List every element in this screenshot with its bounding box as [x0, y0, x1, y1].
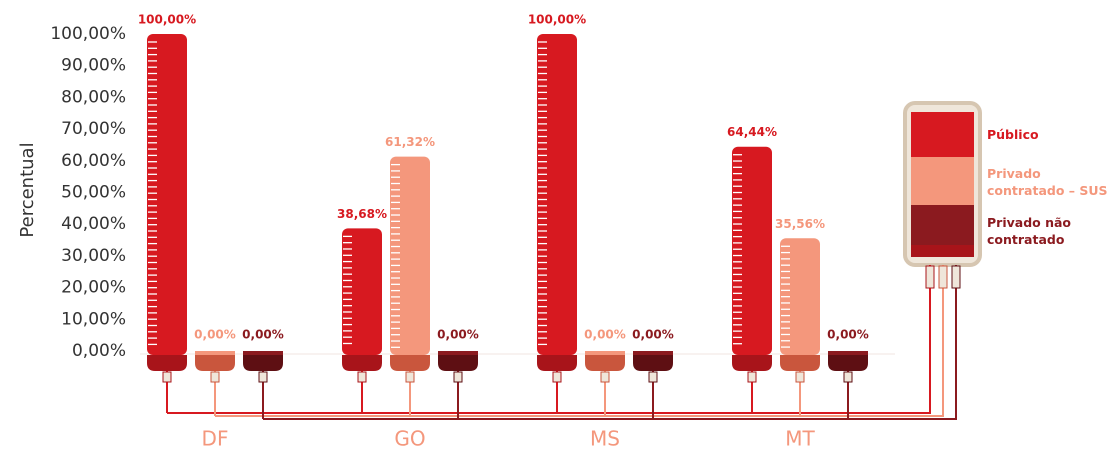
y-tick-label: 90,00%	[61, 56, 126, 76]
bar	[780, 238, 820, 355]
bar-base	[585, 355, 625, 371]
connector	[747, 371, 757, 383]
y-axis-label: Percentual	[17, 142, 38, 237]
y-tick-label: 20,00%	[61, 278, 126, 298]
y-tick-label: 0,00%	[72, 341, 126, 361]
connector	[453, 371, 463, 383]
x-tick-label: MT	[785, 427, 815, 451]
y-tick-label: 60,00%	[61, 151, 126, 171]
bar	[828, 351, 868, 355]
y-tick-label: 50,00%	[61, 183, 126, 203]
bar-base	[732, 355, 772, 371]
y-tick-label: 40,00%	[61, 214, 126, 234]
bar	[438, 351, 478, 355]
connector	[600, 371, 610, 383]
bar-base	[243, 355, 283, 371]
value-label: 64,44%	[727, 125, 777, 139]
value-label: 0,00%	[827, 328, 869, 342]
bar-base	[390, 355, 430, 371]
connector	[162, 371, 172, 383]
x-tick-label: MS	[590, 427, 620, 451]
bar	[732, 146, 772, 355]
legend-entry: Privado contratado – SUS	[987, 166, 1108, 198]
connector	[258, 371, 268, 383]
value-label: 0,00%	[242, 328, 284, 342]
bar-base	[828, 355, 868, 371]
bar	[585, 351, 625, 355]
bar-base	[195, 355, 235, 371]
value-label: 100,00%	[528, 13, 586, 27]
legend-swatch	[911, 157, 974, 205]
legend-bag-base	[911, 245, 974, 257]
bar	[633, 351, 673, 355]
bar-base	[147, 355, 187, 371]
bar-base	[537, 355, 577, 371]
legend-swatch	[911, 205, 974, 245]
connector	[405, 371, 415, 383]
bar-base	[342, 355, 382, 371]
value-label: 100,00%	[138, 13, 196, 27]
value-label: 0,00%	[194, 328, 236, 342]
bar	[243, 351, 283, 355]
connector	[210, 371, 220, 383]
y-tick-label: 30,00%	[61, 246, 126, 266]
bar	[195, 351, 235, 355]
legend-swatch	[911, 112, 974, 157]
legend-entry: Privado não contratado	[987, 215, 1072, 247]
bar-base	[438, 355, 478, 371]
x-tick-label: GO	[394, 427, 425, 451]
value-label: 0,00%	[584, 328, 626, 342]
bar-base	[633, 355, 673, 371]
connector	[925, 265, 935, 289]
y-tick-label: 70,00%	[61, 119, 126, 139]
connector	[648, 371, 658, 383]
y-tick-label: 10,00%	[61, 309, 126, 329]
bar	[390, 156, 430, 355]
x-tick-label: DF	[202, 427, 229, 451]
connector	[938, 265, 948, 289]
tube	[263, 265, 957, 420]
value-label: 38,68%	[337, 207, 387, 221]
connector	[552, 371, 562, 383]
tube	[167, 265, 931, 414]
value-label: 0,00%	[437, 328, 479, 342]
value-label: 0,00%	[632, 328, 674, 342]
connector	[951, 265, 961, 289]
connector	[357, 371, 367, 383]
value-label: 61,32%	[385, 135, 435, 149]
bar	[342, 228, 382, 355]
bar-base	[780, 355, 820, 371]
legend-entry: Público	[987, 127, 1039, 142]
connector	[795, 371, 805, 383]
y-tick-label: 100,00%	[50, 24, 126, 44]
y-tick-label: 80,00%	[61, 87, 126, 107]
connector	[843, 371, 853, 383]
value-label: 35,56%	[775, 217, 825, 231]
